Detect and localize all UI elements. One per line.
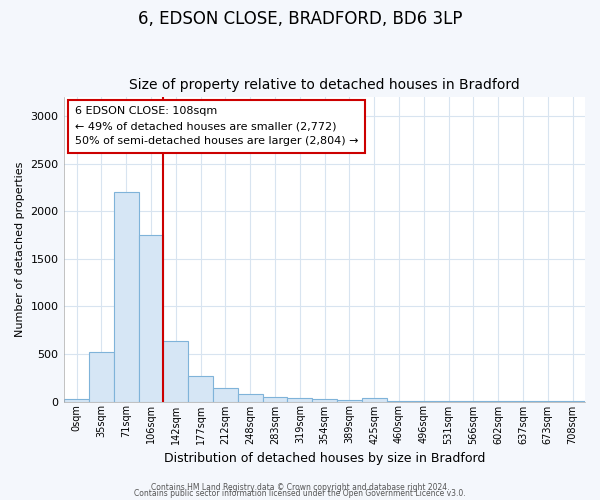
- Bar: [114, 192, 139, 402]
- Bar: [287, 398, 312, 402]
- Title: Size of property relative to detached houses in Bradford: Size of property relative to detached ho…: [129, 78, 520, 92]
- Bar: [89, 352, 114, 402]
- Bar: [213, 388, 238, 402]
- Bar: [312, 399, 337, 402]
- Text: 6, EDSON CLOSE, BRADFORD, BD6 3LP: 6, EDSON CLOSE, BRADFORD, BD6 3LP: [138, 10, 462, 28]
- Bar: [64, 399, 89, 402]
- Bar: [263, 397, 287, 402]
- Bar: [238, 394, 263, 402]
- Text: Contains HM Land Registry data © Crown copyright and database right 2024.: Contains HM Land Registry data © Crown c…: [151, 484, 449, 492]
- Bar: [163, 340, 188, 402]
- Bar: [188, 376, 213, 402]
- Text: 6 EDSON CLOSE: 108sqm
← 49% of detached houses are smaller (2,772)
50% of semi-d: 6 EDSON CLOSE: 108sqm ← 49% of detached …: [74, 106, 358, 146]
- Y-axis label: Number of detached properties: Number of detached properties: [15, 162, 25, 337]
- Bar: [337, 400, 362, 402]
- Bar: [362, 398, 386, 402]
- Text: Contains public sector information licensed under the Open Government Licence v3: Contains public sector information licen…: [134, 490, 466, 498]
- X-axis label: Distribution of detached houses by size in Bradford: Distribution of detached houses by size …: [164, 452, 485, 465]
- Bar: [139, 235, 163, 402]
